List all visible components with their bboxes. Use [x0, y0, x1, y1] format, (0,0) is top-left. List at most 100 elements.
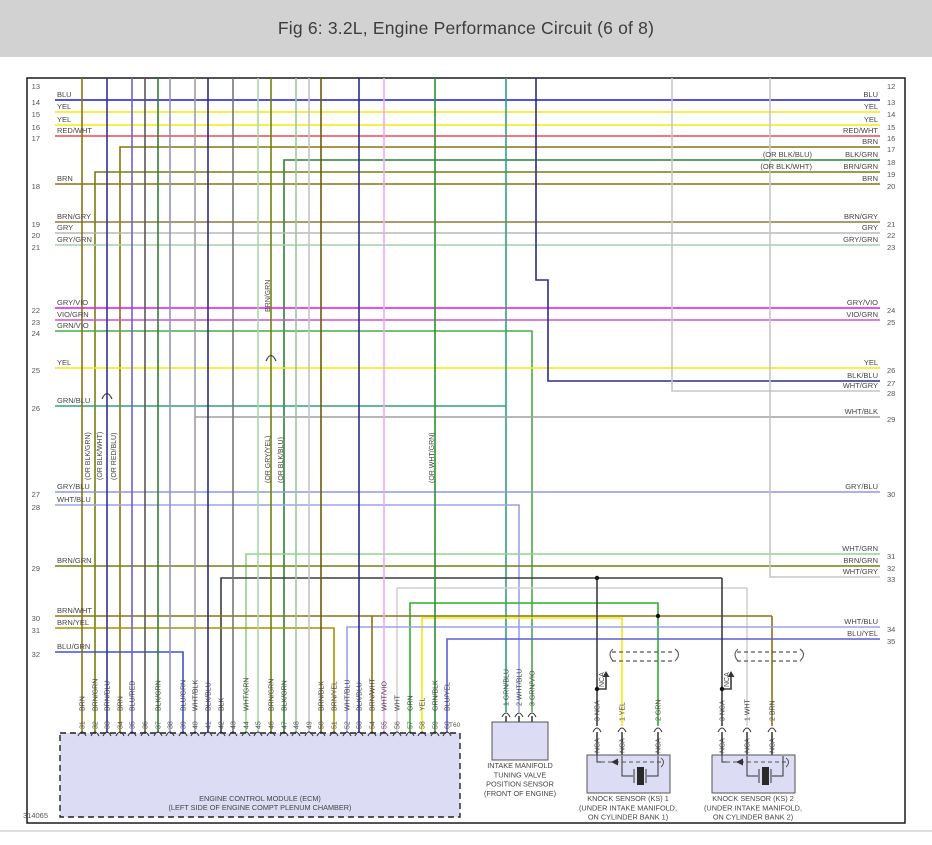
- left-row-number: 18: [32, 182, 40, 191]
- ecm-pin-wire-label: WHT/VIO: [382, 681, 389, 711]
- ks-pin-nca-label: NCA: [770, 738, 777, 753]
- wire-alt-label: (OR WHT/GRN): [429, 432, 436, 483]
- right-wire-alt-label: (OR BLK/BLU): [763, 150, 813, 159]
- ks-pin-label: 3 NCA: [595, 700, 602, 721]
- ks-pin-label: 3 NCA: [720, 700, 727, 721]
- ks-pin-nca-label: NCA: [620, 738, 627, 753]
- ecm-pin-wire-label: WHT: [395, 694, 402, 711]
- left-wire-label: YEL: [57, 115, 71, 124]
- left-wire-label: BRN/WHT: [57, 606, 92, 615]
- right-wire-label: BRN: [862, 137, 878, 146]
- right-wire-label: BRN/GRN: [843, 162, 878, 171]
- ecm-pin-wire-label: BLU/YEL: [445, 682, 452, 711]
- right-wire-label: VIO/GRN: [846, 310, 878, 319]
- left-row-number: 19: [32, 220, 40, 229]
- circuit-diagram-canvas: T60ENGINE CONTROL MODULE (ECM)(LEFT SIDE…: [0, 0, 932, 845]
- ecm-pin-wire-label: BLK/GRN: [156, 680, 163, 711]
- ecm-pin-number: 54: [370, 721, 377, 729]
- left-row-number: 30: [32, 614, 40, 623]
- left-wire-label: WHT/BLU: [57, 495, 91, 504]
- right-wire-label: WHT/BLU: [844, 617, 878, 626]
- right-row-number: 22: [887, 231, 895, 240]
- left-row-number: 31: [32, 626, 40, 635]
- ecm-pin-wire-label: BLU/GRN: [181, 680, 188, 711]
- ecm-pin-number: 52: [345, 721, 352, 729]
- right-row-number: 23: [887, 243, 895, 252]
- left-row-number: 15: [32, 110, 40, 119]
- junction-dot: [595, 576, 599, 580]
- ecm-pin-number: 60: [445, 721, 452, 729]
- ecm-pin-wire-label: BRN/YEL: [332, 681, 339, 711]
- right-wire-label: GRY/GRN: [843, 235, 878, 244]
- right-wire-label: WHT/BLK: [845, 407, 878, 416]
- right-wire-label: BRN/GRY: [844, 212, 878, 221]
- ecm-pin-number: 41: [206, 721, 213, 729]
- left-wire-label: YEL: [57, 102, 71, 111]
- wire-alt-label: (OR GRY/YEL): [265, 436, 272, 483]
- knock-sensor-name: (UNDER INTAKE MANIFOLD,: [579, 803, 677, 812]
- right-wire-label: BRN/GRN: [843, 556, 878, 565]
- intake-sensor-name: INTAKE MANIFOLD: [487, 761, 553, 770]
- right-wire-label: WHT/GRN: [842, 544, 878, 553]
- ecm-pin-wire-label: BRN: [118, 696, 125, 711]
- ecm-pin-wire-label: BLK/GRN: [282, 680, 289, 711]
- ecm-pin-number: 43: [231, 721, 238, 729]
- ecm-name: ENGINE CONTROL MODULE (ECM): [199, 794, 321, 803]
- left-row-number: 25: [32, 366, 40, 375]
- ecm-pin-wire-label: BRN/BLU: [105, 681, 112, 711]
- ecm-pin-wire-label: YEL: [420, 698, 427, 711]
- right-row-number: 26: [887, 366, 895, 375]
- ecm-pin-wire-label: BRN: [80, 696, 87, 711]
- wire-alt-label: BRN/GRN: [265, 280, 272, 312]
- ks-pin-nca-label: NCA: [595, 738, 602, 753]
- right-row-number: 13: [887, 98, 895, 107]
- ecm-pin-wire-label: WHT/BLK: [193, 680, 200, 711]
- right-wire-alt-label: (OR BLK/WHT): [760, 162, 812, 171]
- right-wire-label: YEL: [864, 115, 878, 124]
- left-wire-label: YEL: [57, 358, 71, 367]
- ks-pin-label: 1 YEL: [620, 702, 627, 721]
- intake-sensor-name: TUNING VALVE: [494, 770, 547, 779]
- right-wire-label: BLK/BLU: [847, 371, 878, 380]
- left-row-number: 29: [32, 564, 40, 573]
- right-row-number: 19: [887, 170, 895, 179]
- ecm-pin-number: 47: [282, 721, 289, 729]
- right-row-number: 15: [887, 123, 895, 132]
- ks-drain-label: NCA: [599, 672, 606, 687]
- left-row-number: 17: [32, 134, 40, 143]
- sensor-pin-label: 1 GRN/BLU: [504, 669, 511, 706]
- knock-sensor-name: ON CYLINDER BANK 1): [588, 813, 668, 822]
- ecm-pin-wire-label: BRN/GRN: [93, 679, 100, 711]
- ecm-pin-number: 48: [294, 721, 301, 729]
- left-row-number: 28: [32, 503, 40, 512]
- left-row-number: 16: [32, 123, 40, 132]
- left-wire-label: RED/WHT: [57, 126, 92, 135]
- diagram-reference-number: 314065: [23, 811, 48, 820]
- left-row-number: 14: [32, 98, 40, 107]
- ecm-pin-number: 34: [118, 721, 125, 729]
- ecm-pin-number: 44: [244, 721, 251, 729]
- left-wire-label: GRN/BLU: [57, 396, 90, 405]
- right-row-number: 24: [887, 306, 895, 315]
- right-wire-label: WHT/GRY: [843, 567, 878, 576]
- left-wire-label: BLU: [57, 90, 72, 99]
- right-row-number: 20: [887, 182, 895, 191]
- ks-pin-label: 1 WHT: [745, 699, 752, 722]
- right-wire-label: GRY: [862, 223, 878, 232]
- ecm-pin-number: 31: [80, 721, 87, 729]
- ecm-pin-number: 45: [256, 721, 263, 729]
- right-row-number: 16: [887, 134, 895, 143]
- left-wire-label: BRN/GRN: [57, 556, 92, 565]
- ks-pin-nca-label: NCA: [720, 738, 727, 753]
- knock-sensor-name: KNOCK SENSOR (KS) 1: [587, 794, 669, 803]
- wire-alt-label: (OR BLK/GRN): [85, 432, 92, 480]
- wire-alt-label: (OR RED/BLU): [111, 433, 118, 480]
- ks-pin-nca-label: NCA: [745, 738, 752, 753]
- left-wire-label: BRN: [57, 174, 73, 183]
- intake-sensor-name: POSITION SENSOR: [486, 780, 554, 789]
- left-wire-label: VIO/GRN: [57, 310, 89, 319]
- ecm-pin-number: 32: [93, 721, 100, 729]
- ecm-pin-number: 40: [193, 721, 200, 729]
- ks-piezo-element: [637, 767, 644, 785]
- right-row-number: 35: [887, 637, 895, 646]
